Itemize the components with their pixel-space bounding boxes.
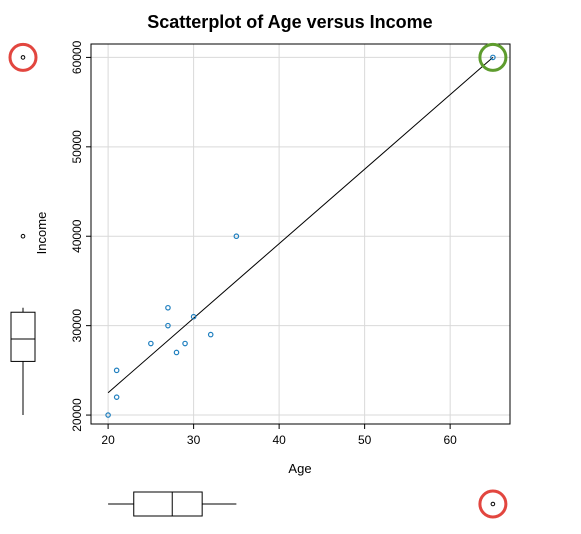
- y-tick-label: 20000: [70, 398, 84, 432]
- y-tick-label: 30000: [70, 309, 84, 343]
- data-point: [233, 233, 240, 240]
- data-point: [113, 367, 120, 374]
- income-box: [10, 311, 36, 362]
- y-tick-label: 60000: [70, 40, 84, 74]
- plot-frame: [90, 43, 511, 425]
- data-point: [490, 54, 496, 61]
- x-tick-label: 60: [443, 433, 457, 447]
- x-tick-label: 40: [272, 433, 286, 447]
- data-point: [190, 313, 197, 320]
- data-point: [105, 412, 111, 418]
- influential-point-highlight: [478, 42, 508, 72]
- highlight-circles: [8, 42, 508, 519]
- x-tick-label: 50: [358, 433, 372, 447]
- income-outlier: [20, 233, 26, 239]
- data-point: [207, 331, 214, 338]
- data-point: [113, 394, 120, 400]
- data-point: [173, 349, 180, 356]
- age-box: [133, 491, 203, 517]
- y-tick-label: 40000: [70, 219, 84, 253]
- x-tick-label: 30: [187, 433, 201, 447]
- income-outlier: [20, 55, 26, 60]
- grid: [91, 44, 510, 424]
- data-points: [105, 54, 496, 418]
- y-axis-label: Income: [34, 212, 49, 255]
- x-axis-label: Age: [288, 461, 311, 476]
- age-outlier: [490, 501, 496, 507]
- plot-border: [90, 43, 511, 425]
- y-axis: 20000 30000 40000 50000 60000: [70, 40, 91, 432]
- age-boxplot: [108, 491, 496, 517]
- x-tick-label: 20: [101, 433, 115, 447]
- chart-title: Scatterplot of Age versus Income: [147, 12, 432, 32]
- x-axis: 20 30 40 50 60: [101, 424, 457, 447]
- data-point: [165, 304, 171, 311]
- regression-line: [107, 57, 494, 394]
- age-outlier-highlight: [478, 489, 508, 519]
- income-outlier-highlight: [8, 42, 38, 72]
- data-point: [148, 340, 154, 347]
- income-boxplot: [10, 55, 36, 416]
- y-tick-label: 50000: [70, 130, 84, 164]
- data-point: [165, 322, 171, 329]
- data-point: [182, 340, 188, 347]
